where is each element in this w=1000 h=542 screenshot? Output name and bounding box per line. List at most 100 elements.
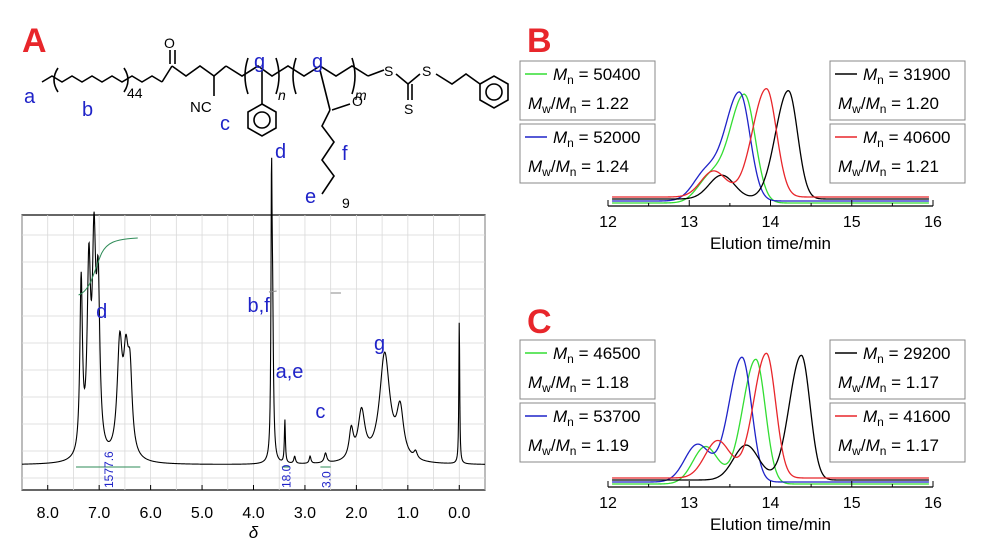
sec-trace [612,87,929,198]
label-g1: g [254,51,265,73]
sec-chart-c: 12 13 14 15 16 Elution time/min Mn = 46500 Mw/M… [519,339,966,534]
legend-mn: Mn = 29200 [863,344,951,366]
legend-entry: Mn = 46500 Mw/Mn = 1.18 [519,339,656,400]
bracket-left [53,67,59,93]
bracket-m-left [292,57,297,95]
nmr-tick-label: 0.0 [448,505,470,522]
sec-tick-label: 16 [924,214,942,231]
legend-box [519,60,656,121]
sec-trace [612,91,929,202]
side-peg-chain [321,109,335,195]
label-a: a [24,86,36,108]
peg-chain [41,75,163,83]
trithiocarbonate [395,73,421,86]
linker-chain [171,65,227,78]
legend-pdi: Mw/Mn = 1.17 [838,373,939,395]
phenethyl-ring [479,75,509,109]
label-44: 44 [127,85,143,101]
nmr-xlabel: δ [249,523,259,542]
bracket-n-left [244,57,249,95]
phenethyl-aromatic [485,83,503,101]
sec-trace [612,90,929,200]
peak-label: g [374,333,385,355]
sec-tick-label: 15 [843,214,861,231]
bracket-m-right [351,57,356,95]
legend-entry: Mn = 40600 Mw/Mn = 1.21 [829,123,966,184]
sec-trace [612,93,929,204]
label-o1: O [164,35,175,51]
legend-mn: Mn = 31900 [863,65,951,87]
label-s3: S [404,101,413,117]
integral-value: 3.0 [320,471,334,488]
sec-tick-label: 16 [924,495,942,512]
label-e: e [305,186,316,208]
label-9: 9 [342,195,350,211]
label-d: d [275,141,286,163]
legend-box [829,60,966,121]
legend-box [829,339,966,400]
panel-letter-a: A [22,22,47,60]
legend-pdi: Mw/Mn = 1.24 [528,157,629,179]
legend-pdi: Mw/Mn = 1.19 [528,436,629,458]
phenyl-aromatic [253,111,271,129]
legend-entry: Mn = 31900 Mw/Mn = 1.20 [829,60,966,121]
legend-pdi: Mw/Mn = 1.21 [838,157,939,179]
nmr-tick-label: 5.0 [191,505,213,522]
nmr-tick-label: 3.0 [294,505,316,522]
peak-label: c [315,401,325,423]
sec-tick-label: 13 [680,214,698,231]
sec-trace [612,352,929,479]
thio-bond [367,69,385,77]
peak-label: d [96,301,107,323]
label-o2: O [352,93,363,109]
label-m: m [355,87,367,103]
nmr-integral-step [268,290,277,293]
nmr-tick-label: 6.0 [139,505,161,522]
nmr-chart: 1577.6 18.0 3.0 d b,f a,e c g 8.0 7.0 6.0 5.0 4.0 3.0… [21,157,486,542]
integral-value: 18.0 [280,464,294,488]
sec-chart-b: 12 13 14 15 16 Elution time/min Mn = 50400 Mw/M… [519,60,966,253]
legend-mn: Mn = 46500 [553,344,641,366]
label-s2: S [422,63,431,79]
sec-xlabel: Elution time/min [710,234,831,253]
legend-box [519,402,656,463]
legend-box [829,123,966,184]
legend-box [519,339,656,400]
nmr-tick-label: 4.0 [242,505,264,522]
legend-box [519,123,656,184]
legend-pdi: Mw/Mn = 1.20 [838,94,939,116]
sec-tick-label: 12 [599,495,617,512]
sec-trace [612,354,929,481]
side-ester-bond [319,69,331,111]
legend-pdi: Mw/Mn = 1.18 [528,373,629,395]
label-nc: NC [190,99,212,116]
sec-tick-label: 14 [762,495,780,512]
integral-value: 1577.6 [102,451,116,488]
legend-mn: Mn = 52000 [553,128,641,150]
backbone [225,65,369,77]
sec-trace [612,358,929,485]
sec-tick-label: 14 [762,214,780,231]
legend-entry: Mn = 52000 Mw/Mn = 1.24 [519,123,656,184]
peak-label: a,e [276,361,304,383]
phenyl-ring [247,103,277,137]
nmr-tick-label: 7.0 [88,505,110,522]
chemical-structure [41,50,509,195]
legend-box [829,402,966,463]
sec-tick-label: 15 [843,495,861,512]
ester-bond [161,65,173,83]
label-c: c [220,113,230,135]
label-n: n [278,87,286,103]
side-carbonyl [331,103,351,111]
nmr-spectrum [21,157,486,465]
legend-entry: Mn = 41600 Mw/Mn = 1.17 [829,402,966,463]
panel-letter-c: C [527,303,552,341]
peak-label: b,f [248,295,271,317]
label-g2: g [312,51,323,73]
legend-entry: Mn = 29200 Mw/Mn = 1.17 [829,339,966,400]
legend-pdi: Mw/Mn = 1.22 [528,94,629,116]
nmr-tick-label: 1.0 [397,505,419,522]
sec-tick-label: 13 [680,495,698,512]
nmr-tick-label: 2.0 [345,505,367,522]
